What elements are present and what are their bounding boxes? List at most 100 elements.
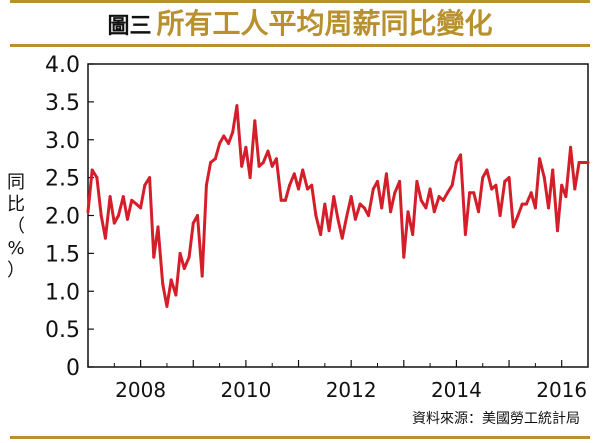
y-tick-label: 1.0 — [45, 280, 80, 305]
data-point — [261, 160, 265, 164]
data-point — [244, 145, 248, 149]
data-point — [152, 255, 156, 259]
figure-label: 圖三 — [107, 14, 152, 39]
data-point — [380, 206, 384, 210]
data-point — [402, 255, 406, 259]
y-axis-label-char: （ — [7, 216, 25, 237]
data-point — [182, 267, 186, 271]
data-point — [323, 202, 327, 206]
data-point — [99, 214, 103, 217]
data-point — [441, 198, 445, 202]
data-point — [187, 255, 191, 259]
data-point — [139, 206, 143, 210]
y-tick-label: 2.0 — [45, 205, 80, 230]
data-point — [472, 191, 476, 195]
data-point — [582, 160, 586, 164]
data-point — [547, 206, 551, 210]
y-axis-label-char: 同 — [7, 172, 25, 193]
data-point — [375, 179, 379, 183]
data-point — [248, 176, 252, 180]
data-point — [130, 198, 134, 202]
data-point — [240, 164, 244, 168]
data-point — [490, 187, 494, 191]
y-axis-label-char: ） — [7, 260, 25, 281]
data-point — [411, 232, 415, 236]
data-point — [327, 229, 331, 233]
chart-header: 圖三 所有工人平均周薪同比變化 — [0, 2, 600, 42]
data-point — [319, 232, 323, 236]
x-tick-label: 2010 — [220, 378, 271, 402]
y-axis-label-char: % — [7, 238, 25, 259]
data-point — [213, 157, 217, 161]
data-point — [314, 214, 318, 217]
data-point — [108, 195, 112, 199]
data-point — [389, 210, 393, 214]
y-tick-label: 0 — [66, 356, 80, 381]
data-point — [498, 214, 502, 217]
data-point — [161, 282, 165, 286]
data-point — [174, 293, 178, 297]
data-point — [125, 217, 129, 221]
data-point — [437, 195, 441, 199]
data-point — [86, 210, 90, 214]
data-point — [209, 160, 213, 164]
data-point — [362, 206, 366, 210]
data-point — [577, 160, 581, 164]
y-axis-label-char: 比 — [7, 194, 25, 215]
data-point — [165, 304, 169, 308]
data-point — [533, 206, 537, 210]
y-tick-label: 3.0 — [45, 129, 80, 154]
data-point — [292, 172, 296, 176]
data-point — [358, 202, 362, 206]
data-point — [406, 210, 410, 214]
data-point — [511, 225, 515, 229]
data-point — [266, 149, 270, 153]
data-point — [450, 183, 454, 187]
data-point — [121, 195, 125, 199]
data-point — [270, 164, 274, 168]
data-point — [454, 160, 458, 164]
data-point — [301, 168, 305, 172]
x-tick-label: 2014 — [431, 378, 482, 402]
data-point — [332, 195, 336, 199]
y-axis-label: 同比（%） — [4, 172, 28, 282]
title-rule — [10, 44, 590, 47]
series-line — [86, 104, 590, 308]
data-point — [235, 104, 239, 108]
top-rule — [10, 0, 590, 3]
x-tick-label: 2008 — [115, 378, 166, 402]
data-point — [428, 187, 432, 191]
data-point — [297, 187, 301, 191]
data-point — [90, 168, 94, 172]
data-point — [538, 157, 542, 161]
data-point — [349, 195, 353, 199]
data-point — [143, 183, 147, 187]
data-point — [279, 198, 283, 202]
data-point — [520, 202, 524, 206]
data-point — [134, 202, 138, 206]
data-point — [353, 217, 357, 221]
data-point — [494, 183, 498, 187]
data-point — [481, 176, 485, 180]
data-point — [542, 176, 546, 180]
data-point — [503, 179, 507, 183]
data-point — [516, 214, 520, 217]
data-point — [156, 225, 160, 229]
data-point — [95, 176, 99, 180]
data-point — [529, 191, 533, 195]
data-point — [117, 214, 121, 217]
data-point — [336, 217, 340, 221]
data-point — [283, 198, 287, 202]
data-point — [485, 168, 489, 172]
data-point — [445, 191, 449, 195]
data-point — [112, 221, 116, 225]
data-point — [218, 142, 222, 146]
data-point — [524, 202, 528, 206]
data-point — [555, 229, 559, 233]
chart-title: 所有工人平均周薪同比變化 — [156, 7, 493, 40]
data-point — [178, 251, 182, 255]
data-point — [573, 187, 577, 191]
bottom-rule — [10, 436, 590, 439]
data-point — [169, 278, 173, 282]
